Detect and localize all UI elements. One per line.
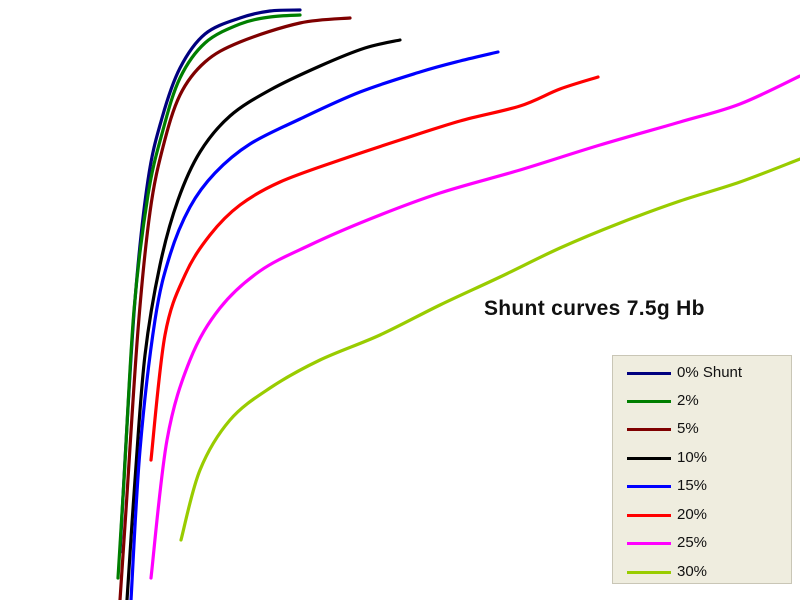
legend-label-3: 10% bbox=[677, 449, 708, 466]
legend-label-1: 2% bbox=[677, 392, 699, 409]
series-line-4 bbox=[129, 50, 500, 600]
series-line-7 bbox=[179, 157, 800, 542]
legend-label-0: 0% Shunt bbox=[677, 364, 743, 381]
series-line-3 bbox=[125, 38, 402, 600]
series-line-6 bbox=[149, 74, 800, 580]
legend-item-3: 10% bbox=[613, 447, 793, 469]
series-line-2 bbox=[118, 16, 352, 600]
curves-layer bbox=[116, 8, 800, 600]
legend-item-4: 15% bbox=[613, 475, 793, 497]
series-line-0 bbox=[118, 8, 302, 554]
series-line-5 bbox=[149, 75, 600, 462]
series-line-1 bbox=[116, 13, 302, 580]
legend-item-0: 0% Shunt bbox=[613, 362, 793, 384]
legend-label-7: 30% bbox=[677, 563, 708, 580]
legend-swatch-5 bbox=[627, 514, 671, 517]
legend-label-4: 15% bbox=[677, 477, 708, 494]
legend-label-2: 5% bbox=[677, 420, 699, 437]
legend-swatch-1 bbox=[627, 400, 671, 403]
legend-item-7: 30% bbox=[613, 561, 793, 583]
legend: 0% Shunt 2% 5% 10% 15% 20% 25% 30% bbox=[612, 355, 792, 584]
legend-swatch-6 bbox=[627, 542, 671, 545]
legend-swatch-2 bbox=[627, 428, 671, 431]
legend-swatch-4 bbox=[627, 485, 671, 488]
legend-swatch-3 bbox=[627, 457, 671, 460]
legend-item-6: 25% bbox=[613, 532, 793, 554]
legend-item-1: 2% bbox=[613, 390, 793, 412]
legend-item-2: 5% bbox=[613, 418, 793, 440]
chart-title: Shunt curves 7.5g Hb bbox=[484, 297, 705, 320]
legend-swatch-0 bbox=[627, 372, 671, 375]
legend-swatch-7 bbox=[627, 571, 671, 574]
legend-label-5: 20% bbox=[677, 506, 708, 523]
legend-item-5: 20% bbox=[613, 504, 793, 526]
legend-label-6: 25% bbox=[677, 534, 708, 551]
